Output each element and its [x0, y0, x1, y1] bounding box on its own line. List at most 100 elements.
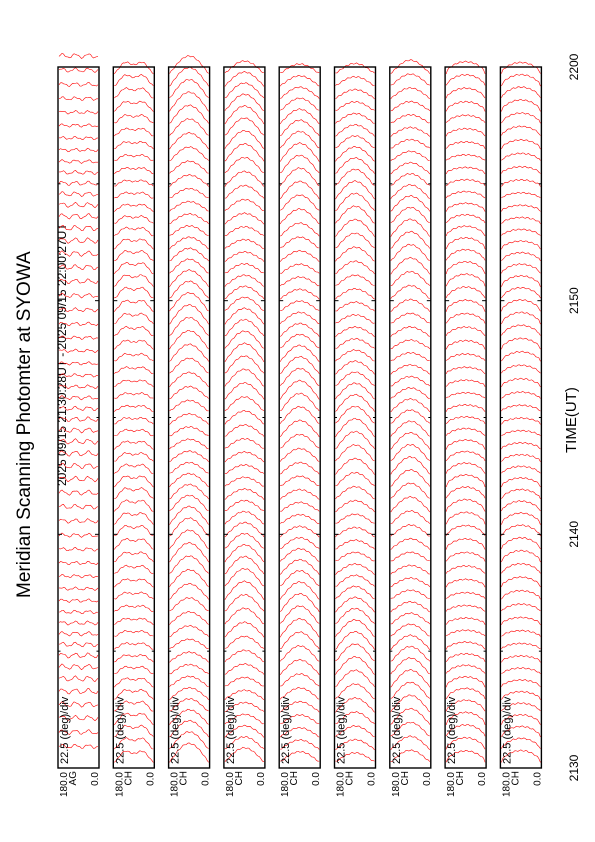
trace-line: [169, 494, 209, 512]
trace-line: [58, 475, 99, 483]
trace-line: [445, 391, 486, 399]
trace-line: [501, 654, 541, 663]
trace-line: [335, 288, 375, 300]
trace-line: [390, 469, 431, 487]
panel-frame: [389, 66, 432, 769]
trace-line: [224, 437, 264, 449]
trace-line: [501, 165, 541, 174]
trace-line: [390, 409, 430, 424]
trace-line: [445, 141, 486, 149]
trace-line: [279, 142, 320, 162]
trace-line: [224, 382, 265, 400]
trace-line: [114, 312, 154, 324]
trace-line: [280, 592, 320, 612]
y-tick-label: 0.0: [477, 772, 488, 786]
trace-line: [169, 55, 209, 74]
trace-line: [501, 377, 541, 388]
trace-line: [169, 104, 209, 124]
trace-line: [335, 326, 375, 338]
channel-label: CH: [289, 771, 300, 785]
trace-line: [114, 642, 154, 650]
trace-line: [501, 138, 541, 150]
trace-line: [169, 505, 209, 525]
trace-line: [335, 499, 375, 513]
trace-line: [58, 586, 99, 591]
trace-line: [335, 513, 375, 524]
trace-line: [224, 635, 265, 649]
trace-line: [445, 604, 486, 612]
trace-line: [390, 173, 430, 186]
trace-line: [501, 713, 541, 725]
trace-line: [445, 326, 486, 337]
trace-line: [58, 518, 99, 524]
trace-line: [224, 724, 265, 738]
trace-line: [114, 179, 154, 187]
trace-line: [169, 426, 209, 437]
trace-line: [445, 286, 486, 299]
trace-line: [280, 673, 320, 687]
trace-line: [58, 641, 99, 648]
trace-line: [169, 280, 209, 299]
trace-line: [501, 500, 541, 512]
trace-line: [501, 191, 541, 199]
trace-line: [390, 669, 431, 688]
trace-line: [501, 216, 541, 224]
trace-line: [114, 114, 154, 124]
panel-frame: [57, 66, 100, 769]
trace-line: [169, 357, 209, 374]
trace-line: [280, 236, 320, 249]
trace-line: [114, 100, 154, 112]
trace-line: [501, 690, 541, 700]
trace-line: [224, 521, 265, 537]
trace-line: [280, 461, 320, 475]
trace-line: [280, 392, 320, 412]
trace-line: [501, 737, 541, 749]
trace-line: [224, 225, 265, 236]
trace-line: [58, 620, 99, 626]
trace-line: [280, 194, 320, 211]
trace-line: [280, 513, 320, 524]
trace-line: [280, 475, 320, 486]
trace-line: [58, 361, 99, 366]
trace-line: [224, 296, 264, 311]
trace-line: [501, 311, 541, 325]
trace-line: [169, 174, 209, 187]
trace-line: [169, 131, 209, 150]
trace-line: [224, 649, 265, 663]
trace-line: [390, 312, 430, 324]
trace-line: [445, 366, 486, 374]
trace-line: [58, 110, 99, 115]
trace-line: [169, 638, 209, 649]
trace-line: [280, 300, 320, 311]
trace-line: [279, 605, 320, 624]
trace-line: [445, 73, 486, 86]
trace-line: [445, 687, 486, 700]
trace-line: [279, 658, 320, 675]
trace-line: [445, 511, 486, 525]
trace-line: [390, 150, 430, 161]
channel-label: CH: [234, 771, 245, 785]
trace-line: [114, 154, 154, 161]
trace-line: [335, 393, 375, 412]
trace-line: [445, 415, 486, 425]
trace-line: [390, 375, 431, 387]
trace-line: [114, 404, 154, 412]
trace-line: [58, 250, 99, 257]
trace-line: [114, 750, 154, 763]
trace-line: [390, 537, 431, 550]
trace-line: [445, 591, 486, 599]
panel-frame: [444, 66, 487, 769]
trace-line: [501, 364, 541, 374]
trace-line: [335, 417, 375, 438]
trace-line: [279, 344, 320, 362]
trace-line: [501, 86, 541, 98]
trace-line: [114, 141, 154, 150]
trace-line: [445, 736, 486, 750]
trace-line: [501, 152, 541, 161]
trace-line: [501, 441, 541, 450]
trace-line: [445, 565, 486, 574]
trace-line: [169, 742, 209, 763]
trace-line: [280, 97, 320, 111]
trace-line: [58, 278, 99, 285]
trace-line: [501, 616, 541, 625]
